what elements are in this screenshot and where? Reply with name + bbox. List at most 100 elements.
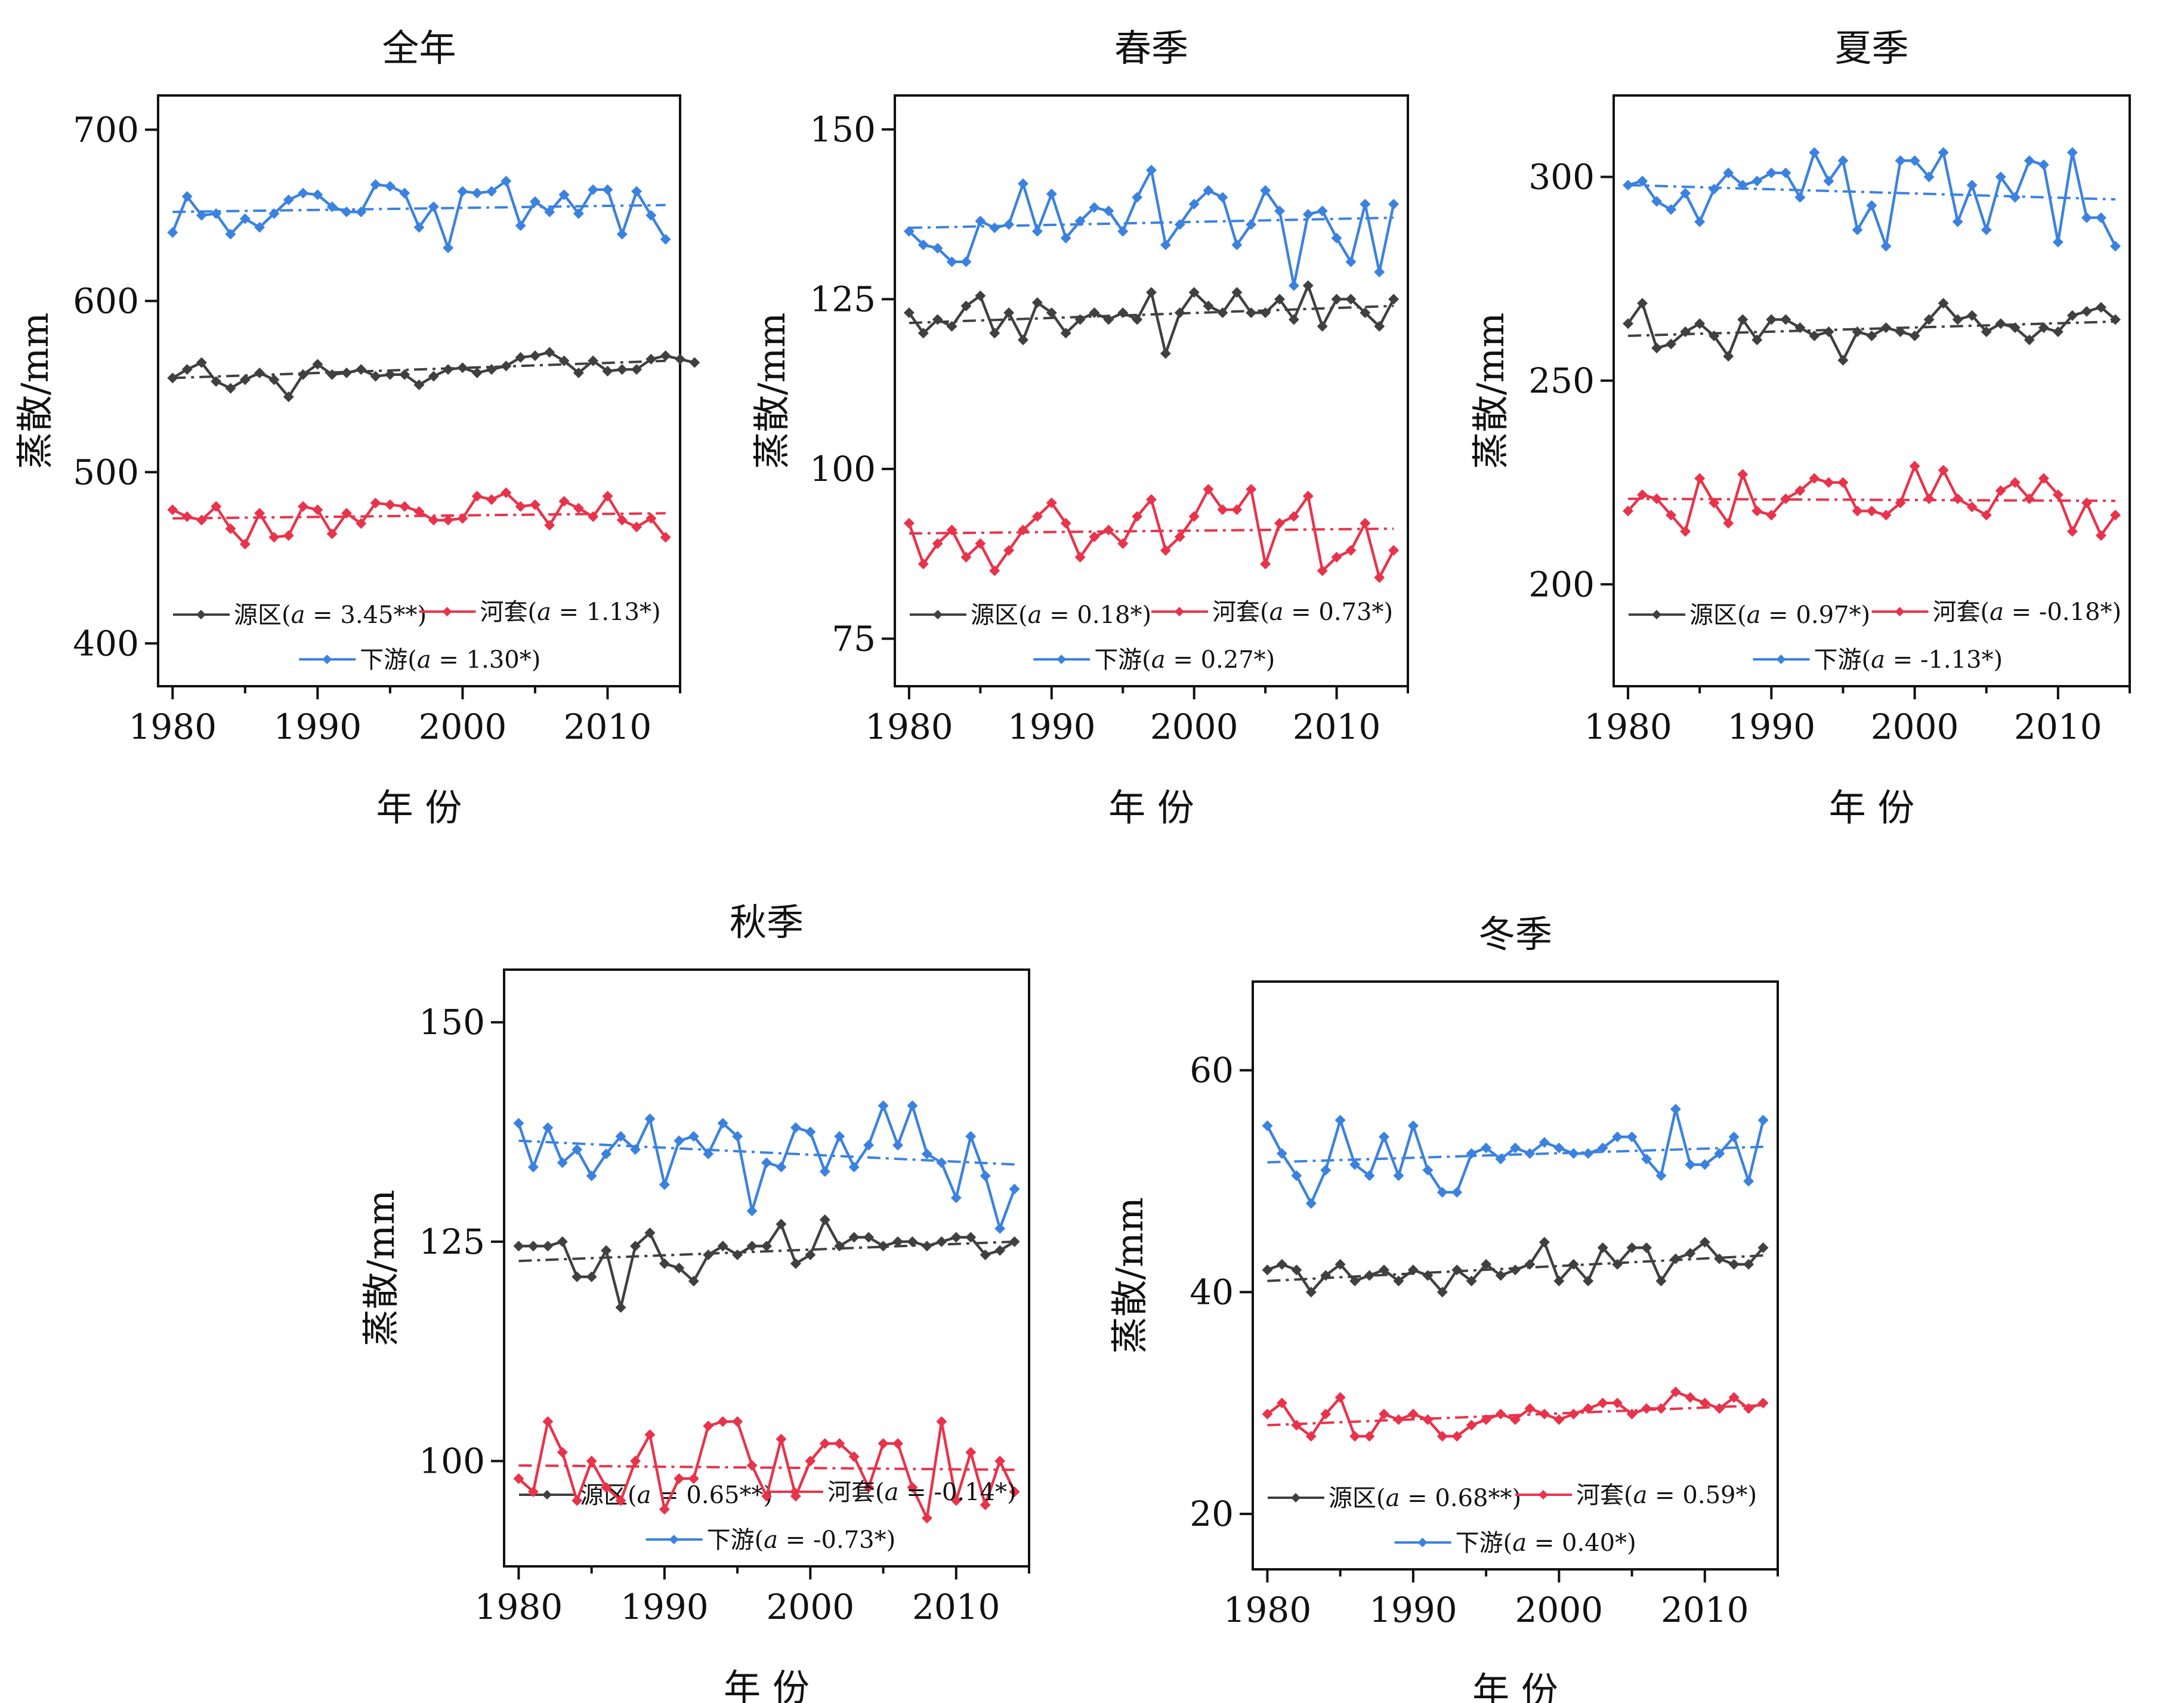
data-point: [616, 514, 628, 526]
data-point: [2052, 326, 2063, 337]
data-point: [1246, 219, 1257, 230]
y-axis-label: 蒸散/mm: [1469, 313, 1512, 469]
series-河套: [1262, 1386, 1769, 1442]
data-point: [674, 1473, 685, 1484]
data-point: [1174, 307, 1185, 319]
legend-label: 源区(a = 0.18*): [971, 601, 1151, 629]
data-point: [1246, 484, 1257, 495]
legend-item-下游: 下游(a = 1.30*): [299, 646, 540, 674]
data-point: [1274, 205, 1285, 217]
series-河套: [1623, 461, 2121, 541]
legend-item-河套: 河套(a = -0.18*): [1871, 598, 2122, 626]
data-point: [513, 1118, 524, 1129]
data-point: [1274, 294, 1285, 305]
data-point: [1766, 510, 1777, 521]
data-point: [384, 369, 396, 380]
data-point: [1823, 175, 1834, 187]
data-point: [631, 186, 642, 197]
data-point: [602, 184, 613, 195]
data-point: [457, 186, 468, 197]
legend-item-河套: 河套(a = 0.59*): [1515, 1482, 1757, 1509]
data-point: [1612, 1397, 1623, 1409]
series-河套: [167, 487, 671, 550]
data-point: [2009, 322, 2021, 334]
data-point: [471, 187, 483, 199]
data-point: [1938, 465, 1949, 476]
data-point: [2109, 240, 2121, 252]
data-point: [834, 1131, 845, 1142]
x-axis-label: 年 份: [1472, 1669, 1558, 1703]
data-point: [1670, 1103, 1681, 1115]
data-point: [544, 206, 555, 218]
data-point: [501, 360, 512, 372]
data-point: [2081, 497, 2092, 508]
data-point: [645, 209, 657, 221]
legend-marker: [322, 655, 332, 664]
data-point: [1291, 1420, 1302, 1431]
data-point: [1553, 1275, 1565, 1286]
data-point: [1823, 326, 1834, 337]
data-point: [1031, 226, 1043, 237]
legend-item-源区: 源区(a = 0.65**): [519, 1482, 773, 1509]
data-point: [1379, 1264, 1389, 1276]
data-point: [1751, 175, 1763, 187]
data-point: [703, 1420, 714, 1431]
data-point: [515, 501, 526, 512]
data-point: [1655, 1170, 1667, 1181]
data-point: [527, 1486, 539, 1497]
data-point: [1866, 330, 1877, 341]
data-point: [1612, 1258, 1623, 1270]
data-point: [588, 184, 599, 195]
series-下游: [513, 1100, 1020, 1234]
series-下游: [1262, 1103, 1769, 1209]
legend-marker: [542, 1490, 552, 1500]
data-point: [211, 208, 222, 219]
data-point: [1132, 192, 1143, 203]
data-point: [1909, 330, 1920, 341]
data-point: [1780, 314, 1791, 325]
x-axis-label: 年 份: [376, 786, 462, 829]
data-point: [1723, 167, 1734, 178]
chart-title: 冬季: [1478, 912, 1552, 956]
data-point: [1379, 1408, 1389, 1420]
x-tick-label: 2000: [1871, 707, 1959, 747]
data-point: [544, 520, 555, 531]
data-point: [1626, 1408, 1638, 1420]
data-point: [1670, 1386, 1681, 1397]
series-源区: [513, 1214, 1020, 1313]
data-point: [645, 513, 657, 524]
legend-label: 河套(a = -0.18*): [1933, 598, 2122, 626]
data-point: [1481, 1142, 1492, 1153]
data-point: [1388, 545, 1400, 556]
data-point: [776, 1433, 787, 1445]
data-point: [989, 565, 1000, 576]
data-point: [1345, 256, 1357, 267]
data-point: [529, 499, 540, 510]
data-point: [717, 1416, 728, 1427]
data-point: [878, 1100, 889, 1111]
data-point: [268, 208, 280, 219]
data-point: [1320, 1270, 1332, 1281]
data-point: [1895, 155, 1906, 166]
data-point: [921, 1148, 932, 1159]
data-point: [918, 328, 929, 339]
data-point: [1651, 343, 1663, 354]
data-point: [1623, 318, 1634, 329]
data-point: [586, 1170, 597, 1181]
data-point: [1360, 517, 1371, 529]
data-point: [283, 391, 294, 403]
data-point: [312, 504, 323, 516]
data-point: [1349, 1159, 1361, 1170]
data-point: [630, 1241, 641, 1252]
data-point: [1481, 1258, 1492, 1270]
data-point: [1714, 1403, 1725, 1414]
data-point: [994, 1223, 1006, 1234]
data-point: [1524, 1403, 1536, 1414]
data-point: [2024, 334, 2035, 345]
data-point: [588, 355, 599, 366]
data-point: [936, 1157, 947, 1168]
y-axis-label: 蒸散/mm: [1108, 1197, 1151, 1353]
data-point: [1780, 493, 1791, 504]
data-point: [399, 187, 410, 199]
data-point: [819, 1214, 830, 1226]
